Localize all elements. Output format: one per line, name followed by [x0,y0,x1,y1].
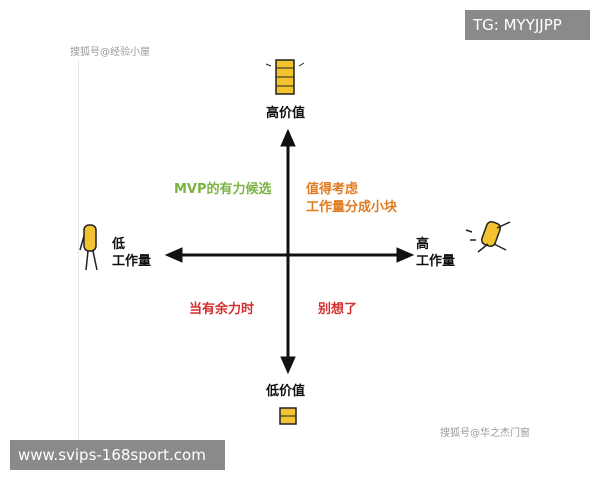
axis-label-high-effort-line1: 高 [416,237,430,252]
url-badge: www.svips-168sport.com [10,440,225,470]
watermark-top-left: 搜狐号@经验小屋 [70,47,150,58]
axis-label-high-effort-line2: 工作量 [416,254,456,269]
quadrant-top-left: MVP的有力候选 [174,182,272,197]
coin-stack-high-icon [265,59,305,95]
arrow-up-icon [280,128,296,147]
axis-label-low-effort-line1: 低 [112,237,126,252]
running-person-icon [465,220,511,253]
arrow-down-icon [280,356,296,375]
tg-badge: TG: MYYJJPP [465,10,590,40]
arrow-right-icon [396,247,415,263]
standing-person-icon [79,224,98,271]
coin-stack-low-icon [279,407,297,425]
arrow-left-icon [164,247,183,263]
axis-label-low-effort: 低 工作量 [112,236,151,270]
quadrant-bottom-right: 别想了 [318,302,358,317]
quadrant-top-right-line1: 值得考虑 [306,182,359,197]
quadrant-bottom-left: 当有余力时 [189,302,255,317]
axis-label-high-effort: 高 工作量 [416,236,455,270]
left-border-line [78,60,79,440]
axis-label-low-value: 低价值 [266,384,306,399]
axis-label-high-value: 高价值 [266,106,306,121]
watermark-bottom-right: 搜狐号@华之杰门窗 [440,428,530,439]
quadrant-top-right-line2: 工作量分成小块 [306,200,398,215]
quadrant-top-right: 值得考虑 工作量分成小块 [306,181,397,217]
axis-label-low-effort-line2: 工作量 [112,254,152,269]
